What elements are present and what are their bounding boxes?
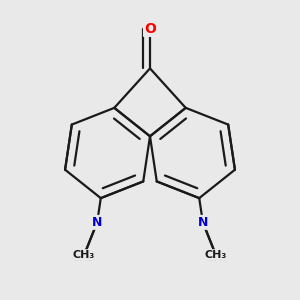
Text: CH₃: CH₃ <box>206 253 228 263</box>
Text: O: O <box>144 22 156 36</box>
Text: CH₃: CH₃ <box>205 250 227 260</box>
Text: N: N <box>92 216 102 229</box>
Text: CH₃: CH₃ <box>72 253 94 263</box>
Text: N: N <box>198 216 208 229</box>
Text: CH₃: CH₃ <box>73 250 95 260</box>
